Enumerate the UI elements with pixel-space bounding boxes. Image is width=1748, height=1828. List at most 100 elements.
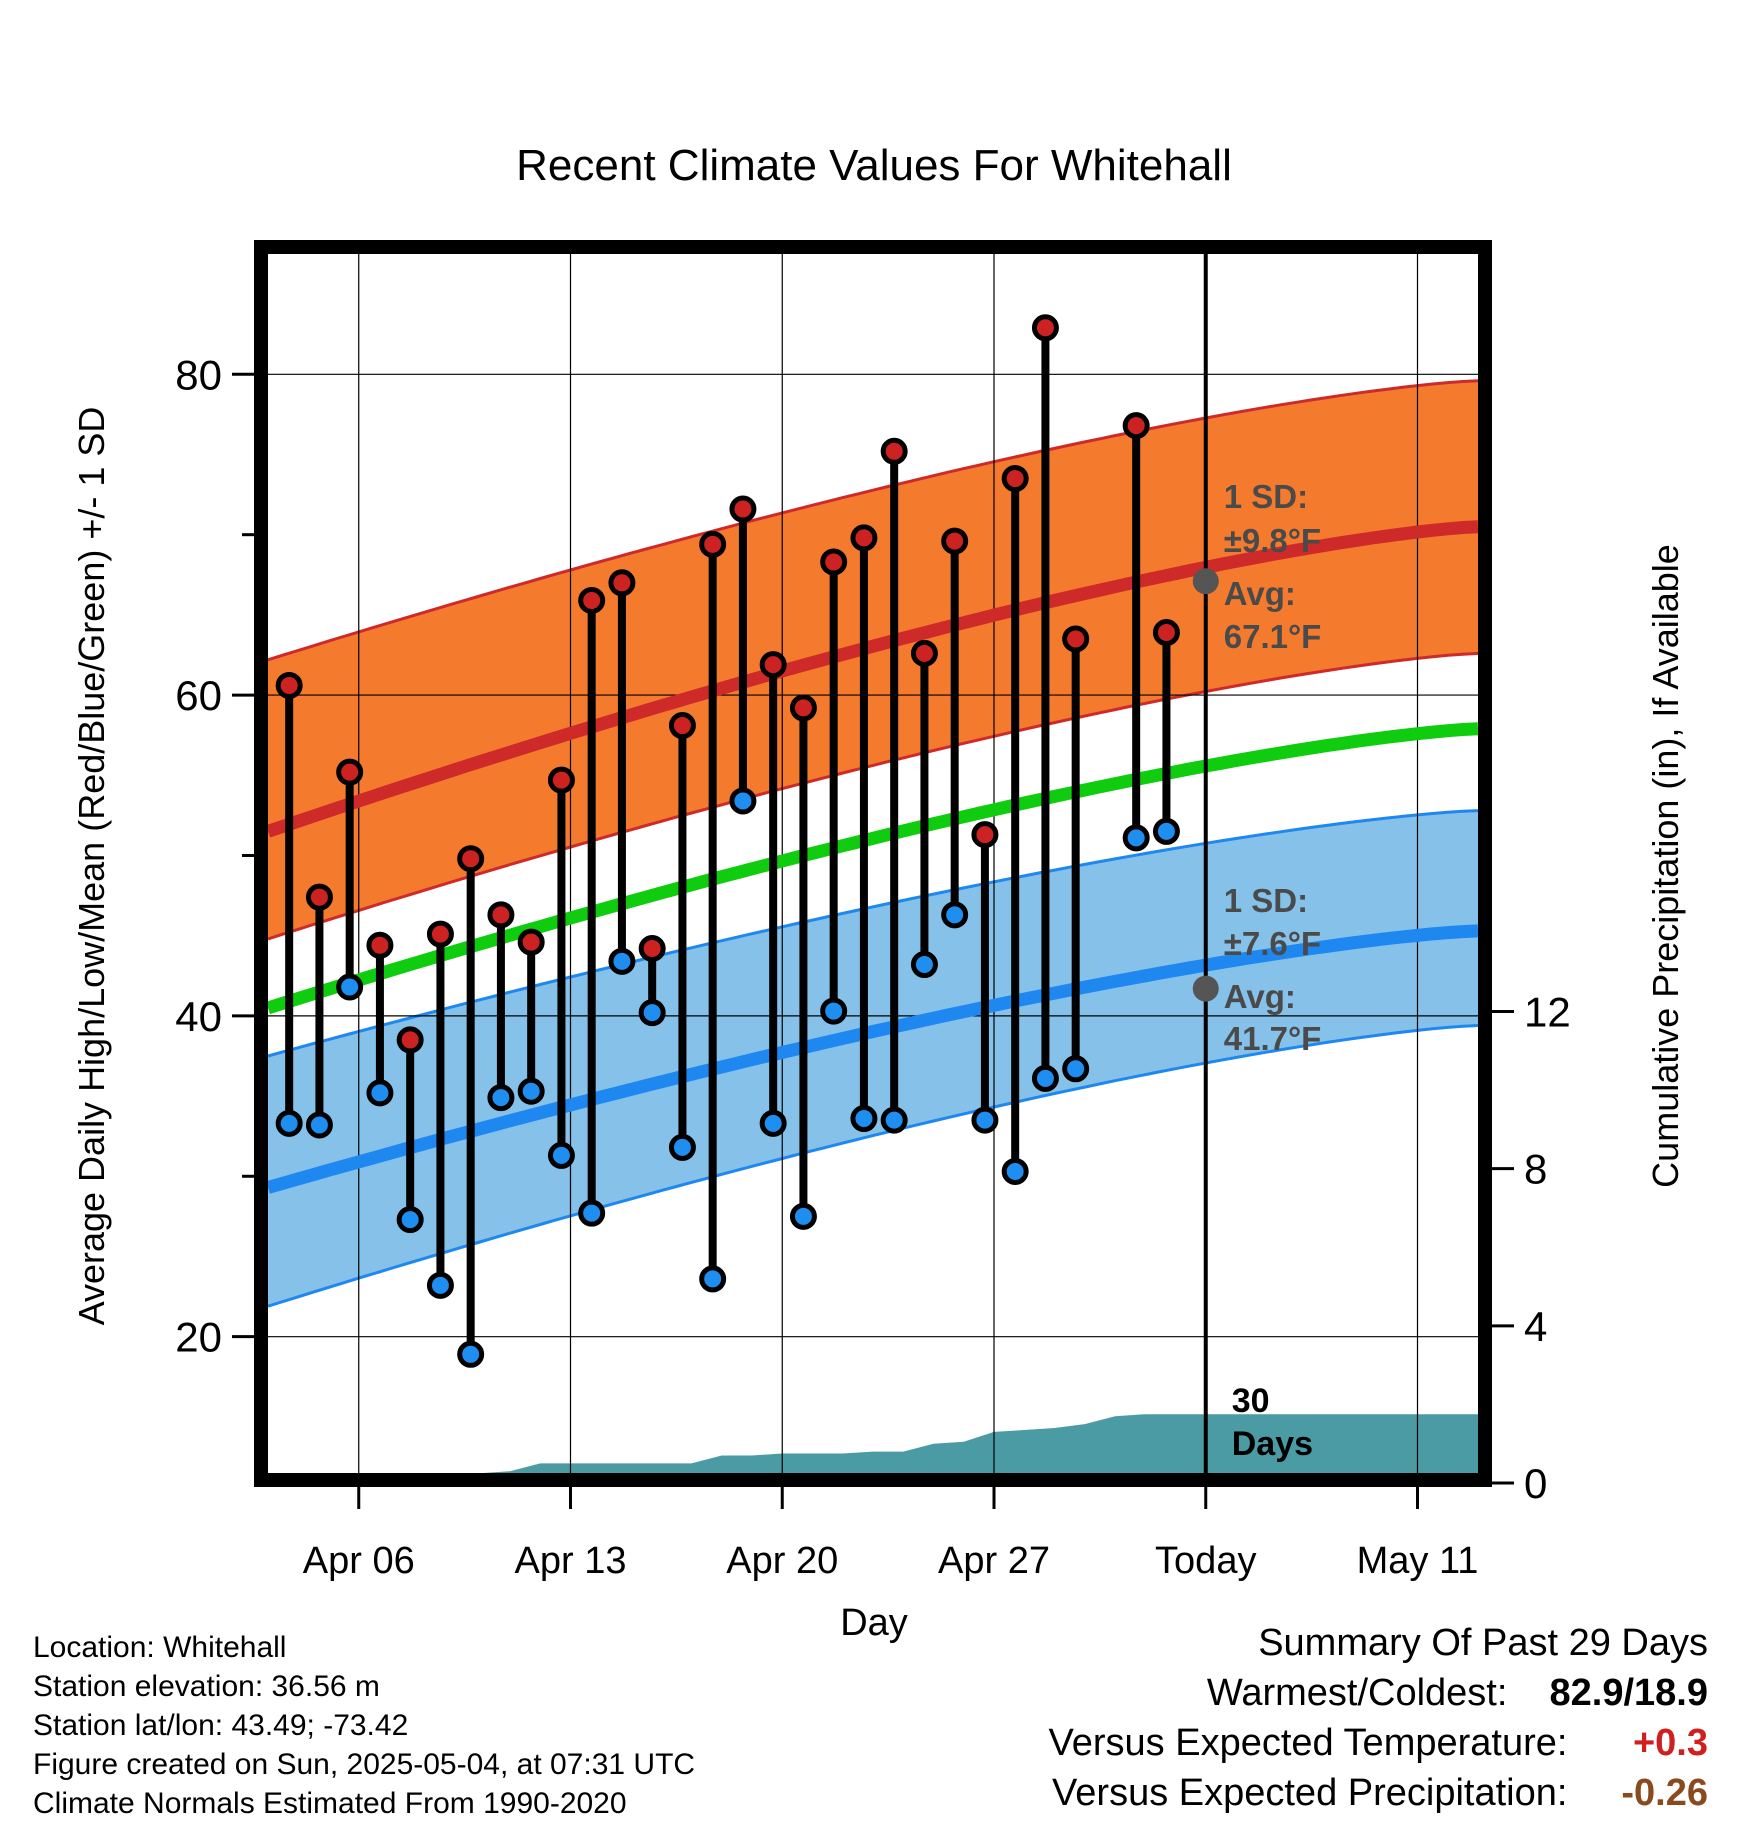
days-count-label: 30 (1232, 1382, 1270, 1420)
daily-low-point (699, 1265, 727, 1293)
x-tick-label: Apr 13 (515, 1540, 627, 1582)
y-tick-label: 20 (175, 1314, 222, 1361)
high-sd-value: ±9.8°F (1224, 522, 1321, 559)
daily-low-point (426, 1271, 454, 1299)
daily-low-point (366, 1079, 394, 1107)
daily-high-point (1062, 625, 1090, 653)
daily-high-point (638, 935, 666, 963)
daily-low-point (729, 787, 757, 815)
low-avg-marker (1192, 975, 1219, 1002)
x-tick-label: Apr 27 (938, 1540, 1050, 1582)
plot-frame (254, 240, 1492, 1487)
station-info: Location: Whitehall Station elevation: 3… (33, 1628, 695, 1823)
high-sd-upper-line (267, 379, 1479, 662)
daily-high-point (426, 920, 454, 948)
daily-low-point (517, 1077, 545, 1105)
daily-high-point (366, 931, 394, 959)
daily-high-point (1122, 412, 1150, 440)
daily-low-point (971, 1106, 999, 1134)
warm-cold-value: 82.9/18.9 (1549, 1672, 1708, 1714)
daily-high-point (487, 901, 515, 929)
low-sd-label: 1 SD: (1224, 882, 1308, 919)
y2-tick-label: 8 (1524, 1146, 1547, 1193)
summary-panel: Summary Of Past 29 Days Warmest/Coldest:… (1049, 1618, 1708, 1818)
high-avg-value: 67.1°F (1224, 618, 1322, 655)
daily-high-point (789, 694, 817, 722)
daily-low-point (487, 1084, 515, 1112)
temp-label: Versus Expected Temperature: (1048, 1722, 1568, 1764)
daily-low-point (1031, 1064, 1059, 1092)
summary-warm-cold: Warmest/Coldest: 82.9/18.9 (1049, 1668, 1708, 1718)
precip-label: Versus Expected Precipitation: (1052, 1772, 1568, 1814)
x-axis-label: Day (840, 1602, 908, 1644)
daily-high-point (910, 639, 938, 667)
x-tick-label: Today (1155, 1540, 1256, 1582)
daily-low-point (668, 1133, 696, 1161)
x-tick-label: Apr 06 (303, 1540, 415, 1582)
location-text: Location: Whitehall (33, 1631, 287, 1664)
y2-tick-label: 0 (1524, 1460, 1547, 1507)
daily-high-point (1152, 619, 1180, 647)
daily-high-point (941, 527, 969, 555)
y-axis-label: Average Daily High/Low/Mean (Red/Blue/Gr… (71, 407, 112, 1326)
days-word-label: Days (1232, 1425, 1313, 1463)
plot-area: 1 SD: ±9.8°F Avg: 67.1°F 1 SD: ±7.6°F Avg: 41.7… (175, 240, 1571, 1582)
daily-high-point (517, 928, 545, 956)
daily-low-point (336, 973, 364, 1001)
y2-tick-label: 4 (1524, 1303, 1547, 1350)
daily-high-point (880, 437, 908, 465)
daily-low-point (850, 1105, 878, 1133)
daily-low-point (759, 1109, 787, 1137)
daily-high-point (729, 495, 757, 523)
daily-high-point (699, 530, 727, 558)
y2-axis-label: Cumulative Precipitation (in), If Availa… (1645, 544, 1686, 1188)
daily-low-point (547, 1141, 575, 1169)
x-tick-label: May 11 (1357, 1540, 1479, 1582)
daily-high-point (547, 766, 575, 794)
x-tick-label: Apr 20 (726, 1540, 838, 1582)
elevation-text: Station elevation: 36.56 m (33, 1670, 380, 1703)
daily-low-point (396, 1206, 424, 1234)
daily-high-point (971, 821, 999, 849)
daily-high-point (850, 524, 878, 552)
daily-high-point (275, 671, 303, 699)
daily-high-point (1001, 465, 1029, 493)
daily-high-point (336, 758, 364, 786)
daily-low-point (1122, 824, 1150, 852)
warm-cold-label: Warmest/Coldest: (1206, 1672, 1508, 1714)
temp-value: +0.3 (1632, 1722, 1708, 1764)
daily-low-point (789, 1202, 817, 1230)
daily-high-point (1031, 314, 1059, 342)
created-text: Figure created on Sun, 2025-05-04, at 07… (33, 1748, 696, 1781)
y-tick-label: 80 (175, 351, 222, 398)
chart-title: Recent Climate Values For Whitehall (516, 141, 1232, 190)
daily-high-point (578, 586, 606, 614)
daily-low-point (820, 997, 848, 1025)
daily-low-point (1152, 817, 1180, 845)
daily-low-point (1062, 1055, 1090, 1083)
summary-precip: Versus Expected Precipitation: -0.26 (1049, 1768, 1708, 1818)
daily-low-point (608, 947, 636, 975)
low-avg-label: Avg: (1224, 978, 1296, 1015)
daily-high-point (457, 845, 485, 873)
daily-low-point (880, 1106, 908, 1134)
daily-high-point (759, 651, 787, 679)
y-tick-label: 60 (175, 672, 222, 719)
daily-high-point (396, 1026, 424, 1054)
high-normal-line (265, 520, 1479, 838)
high-avg-marker (1192, 568, 1219, 595)
high-sd-label: 1 SD: (1224, 478, 1308, 515)
daily-high-point (608, 569, 636, 597)
daily-low-point (578, 1199, 606, 1227)
daily-low-point (638, 999, 666, 1027)
latlon-text: Station lat/lon: 43.49; -73.42 (33, 1709, 409, 1742)
daily-high-point (668, 712, 696, 740)
low-avg-value: 41.7°F (1224, 1020, 1322, 1057)
summary-heading: Summary Of Past 29 Days (1258, 1622, 1708, 1664)
high-avg-label: Avg: (1224, 575, 1296, 612)
daily-low-point (1001, 1157, 1029, 1185)
summary-temp: Versus Expected Temperature: +0.3 (1049, 1718, 1708, 1768)
low-sd-value: ±7.6°F (1224, 925, 1321, 962)
daily-low-point (941, 901, 969, 929)
